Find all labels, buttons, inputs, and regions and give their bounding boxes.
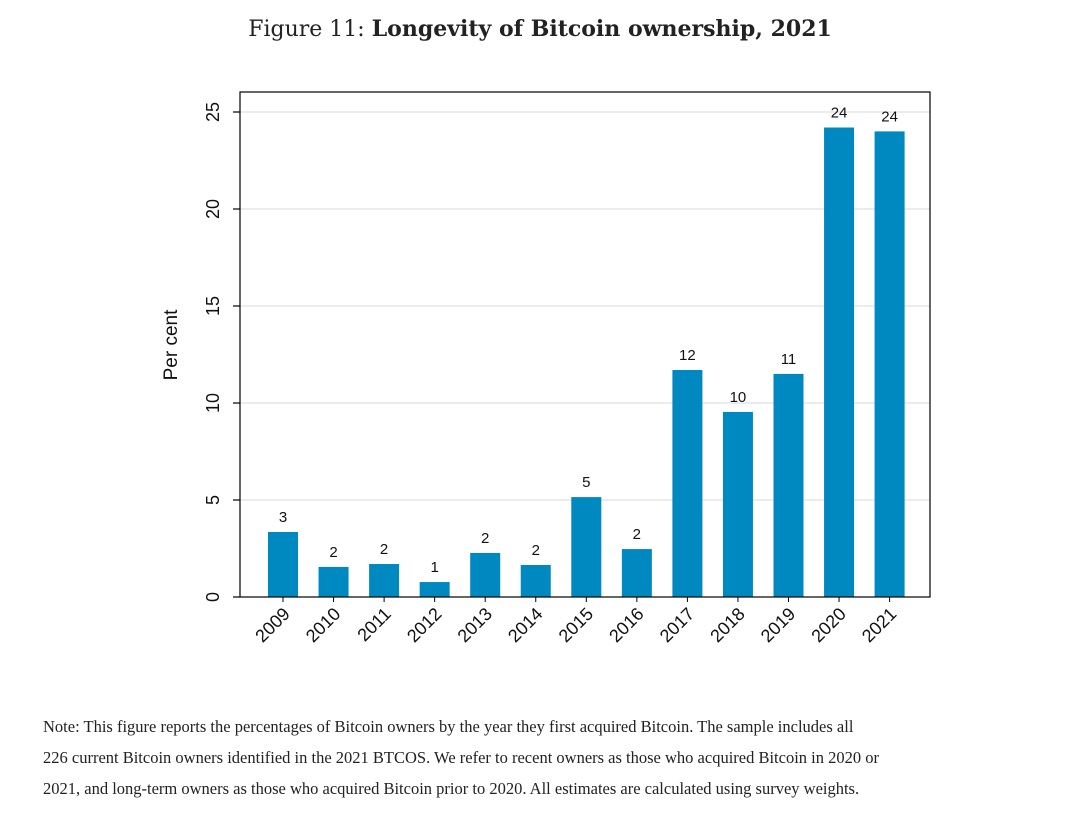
x-tick-label: 2010 <box>302 604 344 646</box>
figure-title: Figure 11: Longevity of Bitcoin ownershi… <box>0 16 1080 42</box>
plot-frame <box>239 91 931 598</box>
bar-2014 <box>520 564 551 597</box>
data-label: 2 <box>532 542 540 559</box>
bar-2019 <box>773 373 804 597</box>
data-label: 24 <box>831 105 848 122</box>
bar-2009 <box>268 532 298 597</box>
x-tick-label: 2018 <box>706 604 748 646</box>
bar-2016 <box>621 549 652 597</box>
note-line: 226 current Bitcoin owners identified in… <box>43 748 880 767</box>
x-tick-label: 2020 <box>807 604 849 646</box>
bar-2018 <box>722 411 753 597</box>
x-tick-label: 2017 <box>656 604 698 646</box>
data-label: 11 <box>781 351 797 368</box>
data-label: 1 <box>430 559 438 576</box>
bar-2021 <box>874 131 905 597</box>
x-tick-label: 2019 <box>757 604 799 646</box>
bar-2011 <box>369 564 400 597</box>
data-label: 5 <box>582 474 590 491</box>
data-label: 12 <box>679 347 696 364</box>
data-label: 2 <box>329 544 337 561</box>
data-label: 2 <box>633 526 641 543</box>
bar-2012 <box>419 582 450 597</box>
x-axis: 2009 2010 2011 2012 2013 2014 2015 2016 2017 2018… <box>251 597 900 646</box>
x-tick-label: 2009 <box>251 604 293 646</box>
bar-2017 <box>672 370 703 597</box>
bar-2010 <box>318 566 349 597</box>
x-tick-label: 2013 <box>454 604 496 646</box>
data-label: 3 <box>279 509 287 526</box>
data-label: 24 <box>881 108 898 125</box>
y-tick-label: 25 <box>203 102 223 122</box>
x-tick-label: 2016 <box>605 604 647 646</box>
y-tick-label: 0 <box>203 592 223 602</box>
y-axis-label: Per cent <box>161 309 182 380</box>
bar-2020 <box>824 127 855 598</box>
figure-title-text: Longevity of Bitcoin ownership, 2021 <box>371 16 832 42</box>
y-tick-label: 15 <box>203 296 223 316</box>
y-tick-label: 5 <box>203 495 223 505</box>
bars <box>268 127 905 598</box>
y-tick-label: 10 <box>203 393 223 413</box>
figure-label: Figure 11: <box>248 17 365 42</box>
x-tick-label: 2012 <box>403 604 445 646</box>
data-label: 10 <box>730 389 747 406</box>
data-label: 2 <box>481 530 489 547</box>
y-axis: 0 5 10 15 20 25 <box>203 102 240 602</box>
x-tick-label: 2021 <box>858 604 900 646</box>
note-line: Note: This figure reports the percentage… <box>43 717 854 736</box>
note-line: 2021, and long-term owners as those who … <box>43 779 860 798</box>
y-tick-label: 20 <box>203 199 223 219</box>
bar-2013 <box>470 552 501 597</box>
x-tick-label: 2014 <box>504 604 546 646</box>
x-tick-label: 2011 <box>353 604 395 646</box>
figure-note: Note: This figure reports the percentage… <box>43 711 1043 804</box>
bar-2015 <box>571 497 602 597</box>
data-label: 2 <box>380 541 388 558</box>
x-tick-label: 2015 <box>555 604 597 646</box>
